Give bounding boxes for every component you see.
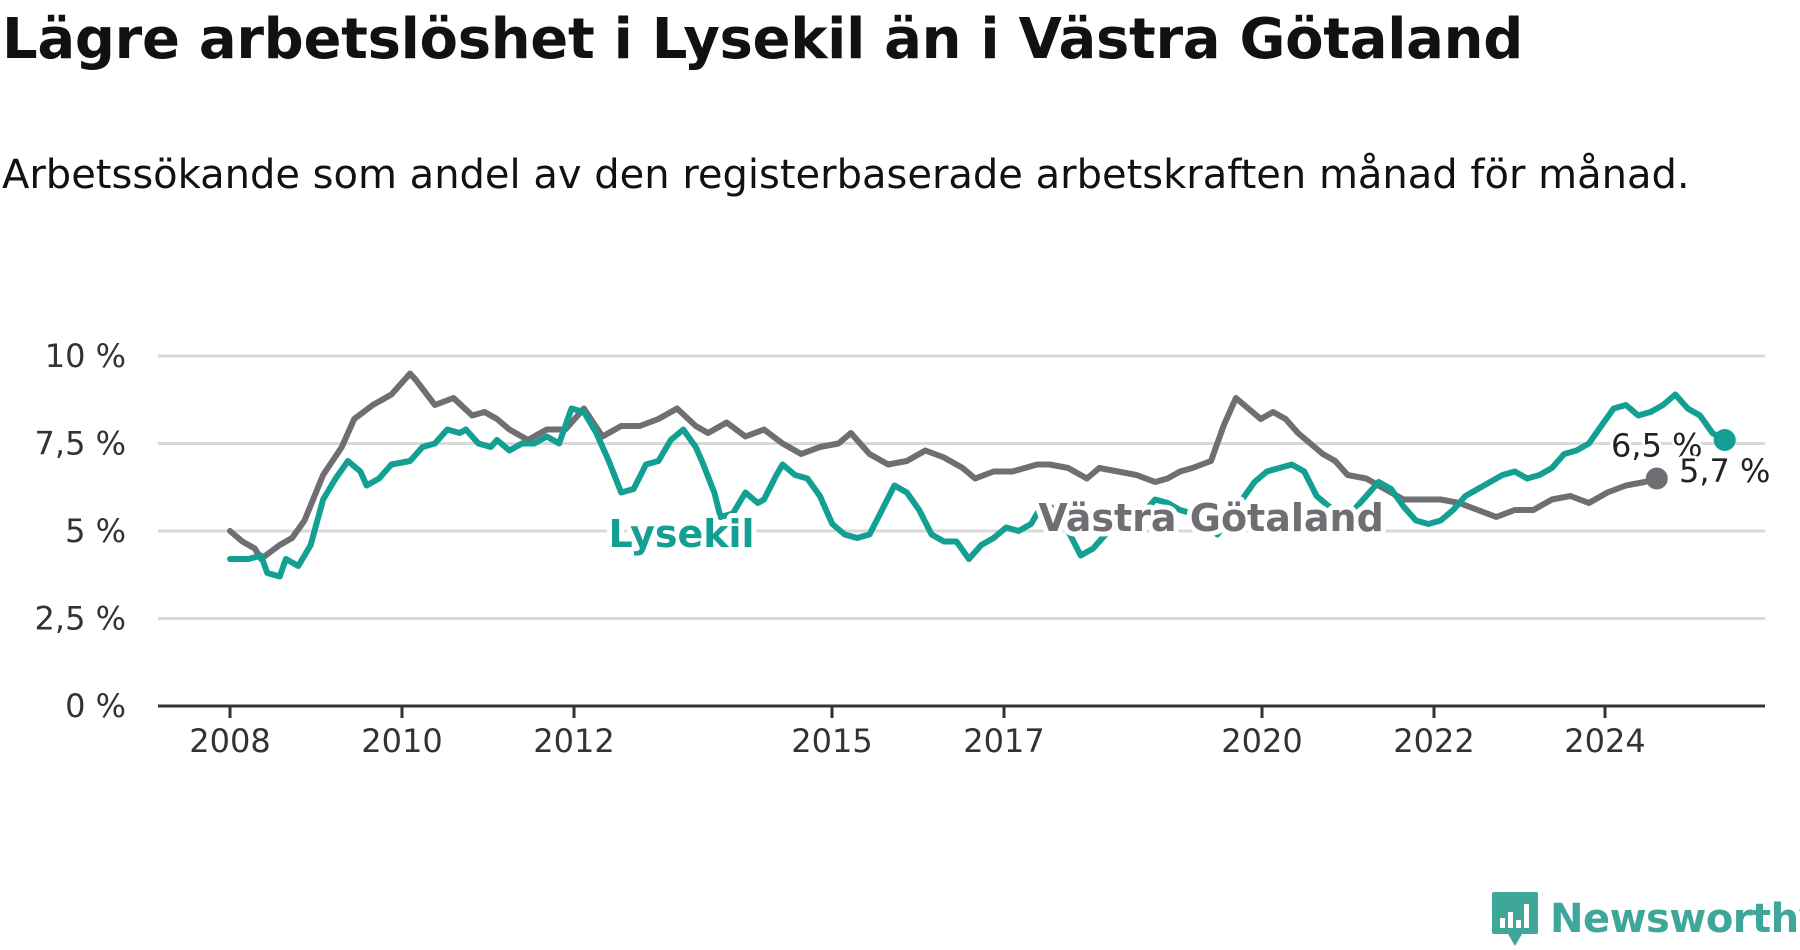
series-labels: Västra Götaland Lysekil 6,5 %5,7 % (603, 424, 1773, 561)
gridlines (158, 354, 1765, 620)
series-name-label: Lysekil (608, 512, 754, 556)
y-tick-label: 10 % (45, 337, 126, 375)
x-tick-label: 2010 (361, 722, 442, 760)
chart-subtitle: Arbetssökande som andel av den registerb… (2, 152, 1690, 198)
chart-title: Lägre arbetslöshet i Lysekil än i Västra… (2, 7, 1524, 72)
x-tick-label: 2012 (533, 722, 614, 760)
series-end-marker (1645, 467, 1668, 490)
series-name-label: Västra Götaland (1038, 496, 1383, 540)
x-tick-label: 2008 (189, 722, 270, 760)
series-lines (227, 370, 1728, 580)
y-tick-label: 0 % (65, 687, 126, 725)
series-end-value-label: 5,7 % (1679, 452, 1770, 490)
series-line-lysekil (227, 391, 1728, 580)
series-end-value-label: 6,5 % (1611, 427, 1702, 465)
x-tick-label: 2024 (1564, 722, 1645, 760)
brand-name: Newsworthy (1550, 896, 1800, 942)
newsworthy-logo: Newsworthy (1490, 888, 1800, 950)
y-tick-label: 7,5 % (35, 425, 126, 463)
series-end-marker (1713, 429, 1736, 451)
y-tick-label: 2,5 % (35, 600, 126, 638)
x-tick-label: 2015 (791, 722, 872, 760)
axes: 0 % 2,5 % 5 % 7,5 % 10 % 2008 2010 2012 2015 2017… (35, 337, 1765, 760)
y-tick-label: 5 % (65, 512, 126, 550)
x-tick-label: 2020 (1221, 722, 1302, 760)
x-tick-label: 2022 (1393, 722, 1474, 760)
newsworthy-logo-icon (1492, 892, 1538, 946)
x-tick-label: 2017 (963, 722, 1044, 760)
